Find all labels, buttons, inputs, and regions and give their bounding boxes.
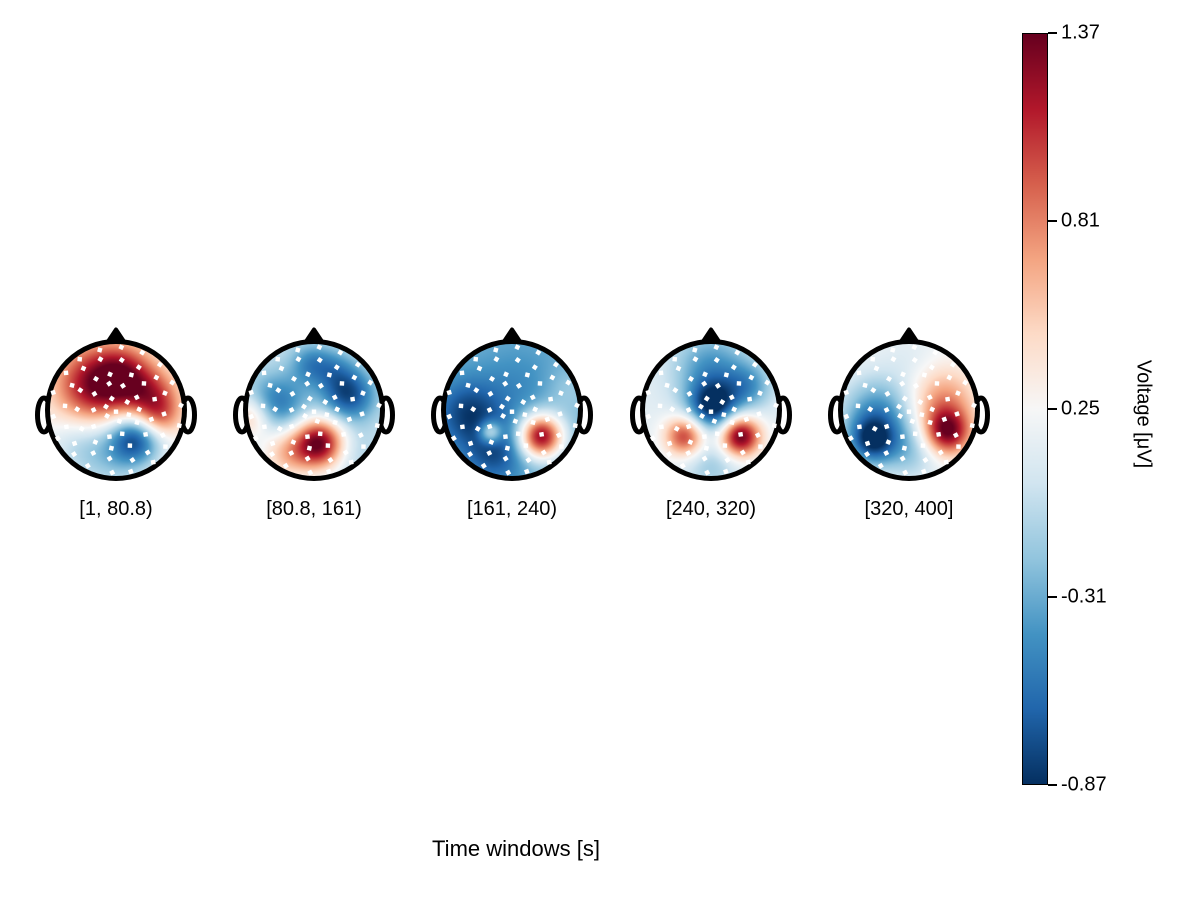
topomap-window-4: [240, 320) <box>626 325 796 555</box>
colorbar-tick-label: -0.87 <box>1061 773 1107 796</box>
topomap-canvas-4 <box>626 325 796 495</box>
topomap-window-5: [320, 400] <box>824 325 994 555</box>
x-axis-label: Time windows [s] <box>432 836 600 861</box>
colorbar-axis-label: Voltage [μV] <box>1132 359 1155 469</box>
colorbar-gradient <box>1023 34 1047 784</box>
colorbar-tick-label: -0.31 <box>1061 585 1107 608</box>
topomap-window-3: [161, 240) <box>427 325 597 555</box>
time-window-label-4: [240, 320) <box>665 498 757 520</box>
time-window-label-3: [161, 240) <box>466 498 558 520</box>
colorbar <box>1022 33 1048 785</box>
colorbar-tick-label: 0.25 <box>1061 397 1100 420</box>
time-window-label-5: [320, 400] <box>864 498 954 520</box>
colorbar-tick <box>1048 784 1057 786</box>
colorbar-tick <box>1048 220 1057 222</box>
topomap-canvas-2 <box>229 325 399 495</box>
time-window-label-2: [80.8, 161) <box>266 498 362 520</box>
colorbar-tick-label: 0.81 <box>1061 209 1100 232</box>
colorbar-tick <box>1048 408 1057 410</box>
colorbar-tick-label: 1.37 <box>1061 21 1100 44</box>
topomap-window-1: [1, 80.8) <box>31 325 201 555</box>
topomap-canvas-1 <box>31 325 201 495</box>
colorbar-tick <box>1048 596 1057 598</box>
topomap-canvas-5 <box>824 325 994 495</box>
topomap-window-2: [80.8, 161) <box>229 325 399 555</box>
colorbar-tick <box>1048 32 1057 34</box>
topomap-canvas-3 <box>427 325 597 495</box>
time-window-label-1: [1, 80.8) <box>79 498 153 520</box>
